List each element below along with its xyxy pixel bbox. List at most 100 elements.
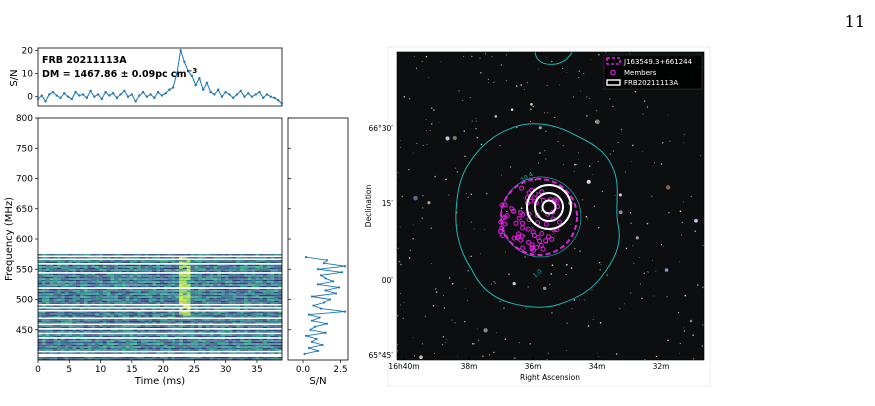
waterfall-cell [121,269,126,271]
waterfall-cell [144,270,149,273]
waterfall-cell [129,313,134,315]
waterfall-cell [198,352,203,354]
waterfall-cell [278,285,282,288]
sky-star [586,115,588,117]
waterfall-cell [167,316,172,318]
pulse-profile-point [247,92,250,95]
waterfall-cell [228,288,233,291]
waterfall-cell [232,326,237,329]
waterfall-cell [60,358,65,360]
waterfall-cell [160,322,165,324]
sky-star [582,72,585,75]
waterfall-cell [133,334,138,336]
waterfall-cell [228,334,233,336]
waterfall-cell [259,276,264,279]
waterfall-cell [179,305,184,307]
waterfall-cell [243,302,248,304]
waterfall-cell [68,275,73,277]
waterfall-cell [182,288,187,291]
waterfall-cell [201,320,207,322]
waterfall-cell [76,290,81,292]
waterfall-cell [167,267,172,270]
waterfall-cell [209,311,214,313]
waterfall-cell [121,329,126,332]
sky-star [562,163,564,166]
waterfall-cell [76,358,81,360]
waterfall-cell [247,329,252,332]
waterfall-cell [64,269,69,271]
waterfall-cell [91,347,96,350]
waterfall-cell [255,279,260,282]
sky-star [600,263,602,265]
waterfall-cell [140,281,146,283]
waterfall-cell [68,335,73,338]
waterfall-cell [221,291,226,294]
sky-star [612,150,614,152]
waterfall-cell [79,291,85,294]
waterfall-cell [240,329,245,332]
waterfall-cell [194,346,199,348]
waterfall-cell [102,282,107,285]
waterfall-cell [240,319,245,321]
waterfall-cell [102,293,107,295]
sky-star [653,295,655,297]
waterfall-cell [53,302,58,304]
waterfall-cell [45,319,50,321]
waterfall-cell [156,352,161,354]
waterfall-cell [140,301,146,303]
waterfall-cell [45,297,50,300]
waterfall-cell [190,314,195,316]
waterfall-cell [259,278,264,280]
waterfall-cell [152,288,157,291]
waterfall-cell [68,294,73,297]
waterfall-cell [240,325,245,327]
waterfall-cell [190,275,195,277]
waterfall-cell [129,322,134,324]
waterfall-cell [72,349,77,351]
waterfall-cell [49,358,54,360]
sky-star [504,338,507,341]
waterfall-cell [144,311,149,313]
sky-star [429,130,431,131]
waterfall-cell [148,331,153,333]
waterfall-cell [259,347,264,350]
waterfall-cell [91,322,96,324]
waterfall-cell [270,297,275,300]
waterfall-cell [137,288,142,291]
waterfall-cell [76,313,81,315]
waterfall-cell [243,266,248,268]
waterfall-cell [201,257,207,259]
waterfall-cell [228,340,233,342]
waterfall-cell [221,344,226,347]
waterfall-cell [205,341,210,344]
waterfall-cell [255,299,260,301]
waterfall-cell [224,269,229,271]
waterfall-cell [186,285,191,288]
waterfall-cell [152,275,157,277]
waterfall-cell [156,301,161,303]
waterfall-cell [228,260,233,262]
waterfall-cell [182,276,187,279]
sky-star [681,221,684,224]
sky-star [505,54,507,56]
waterfall-cell [110,329,115,332]
sky-star [520,84,523,86]
waterfall-cell [160,266,165,268]
waterfall-cell [243,346,248,348]
waterfall-cell [121,358,126,360]
waterfall-cell [41,293,46,295]
waterfall-cell [228,278,233,280]
waterfall-cell [137,325,142,327]
waterfall-cell [121,275,126,277]
waterfall-cell [171,320,176,322]
waterfall-cell [133,275,138,277]
waterfall-cell [76,266,81,268]
waterfall-cell [60,352,65,354]
waterfall-cell [125,326,130,329]
waterfall-cell [102,291,107,294]
waterfall-cell [274,302,279,304]
waterfall-cell [262,273,268,276]
waterfall-cell [167,285,172,288]
sky-star [469,97,471,99]
waterfall-cell [110,285,115,288]
